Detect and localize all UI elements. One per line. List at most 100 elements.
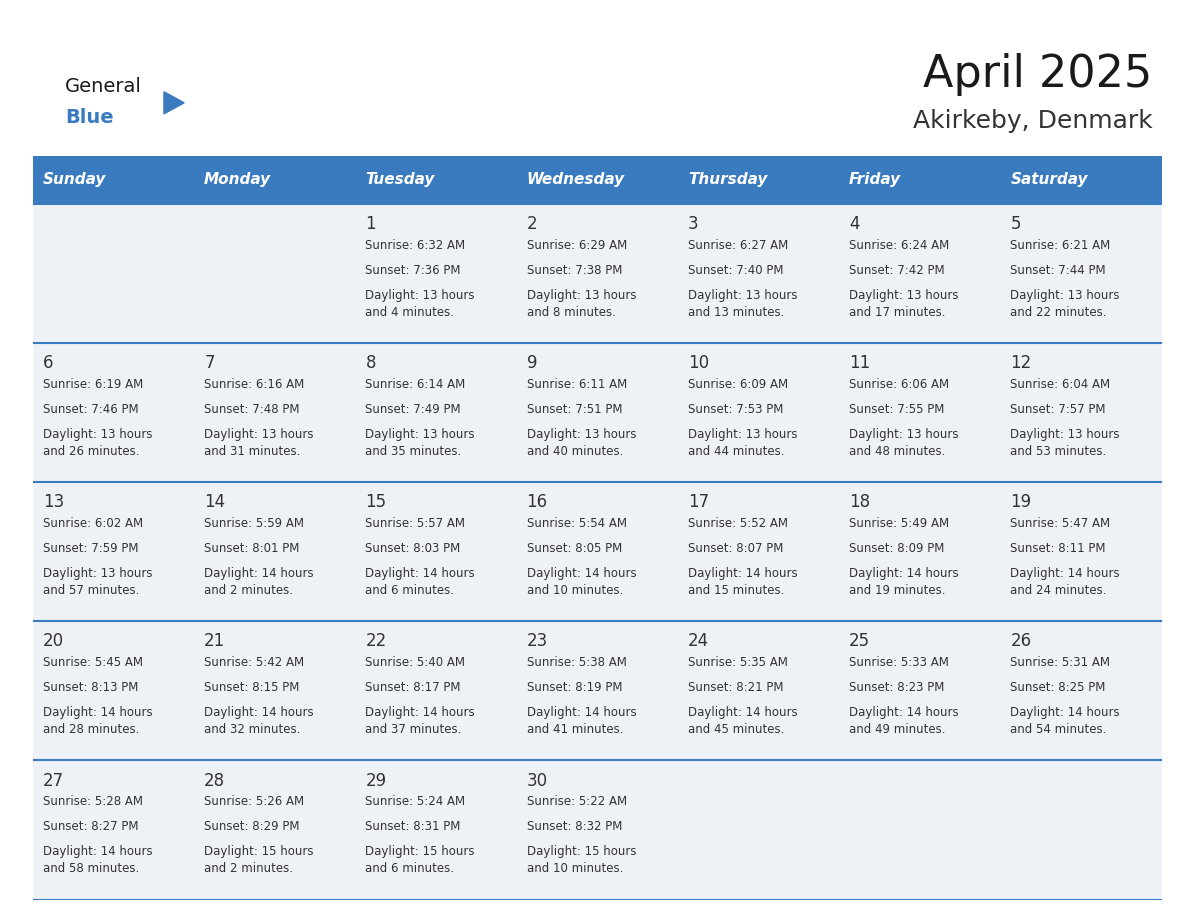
Text: Sunset: 7:44 PM: Sunset: 7:44 PM [1010,263,1106,276]
Text: Daylight: 13 hours
and 40 minutes.: Daylight: 13 hours and 40 minutes. [526,428,636,458]
Bar [678,343,840,482]
Bar [355,482,517,621]
Text: Sunset: 8:11 PM: Sunset: 8:11 PM [1010,542,1106,555]
Text: Sunset: 8:15 PM: Sunset: 8:15 PM [204,681,299,694]
Text: Daylight: 14 hours
and 32 minutes.: Daylight: 14 hours and 32 minutes. [204,706,314,736]
Text: Akirkeby, Denmark: Akirkeby, Denmark [912,109,1152,133]
Text: 21: 21 [204,633,226,651]
Text: Sunrise: 6:29 AM: Sunrise: 6:29 AM [526,239,627,252]
Text: Sunday: Sunday [43,173,106,187]
Bar [678,156,840,204]
Bar [33,343,195,482]
Text: Sunrise: 6:09 AM: Sunrise: 6:09 AM [688,378,788,391]
Bar [1000,621,1162,760]
Bar [355,621,517,760]
Bar [840,621,1000,760]
Text: Sunrise: 5:26 AM: Sunrise: 5:26 AM [204,795,304,808]
Text: Daylight: 13 hours
and 35 minutes.: Daylight: 13 hours and 35 minutes. [366,428,475,458]
Text: Sunrise: 5:38 AM: Sunrise: 5:38 AM [526,656,626,669]
Text: 2: 2 [526,215,537,233]
Text: Daylight: 15 hours
and 2 minutes.: Daylight: 15 hours and 2 minutes. [204,845,314,876]
Text: Sunset: 8:17 PM: Sunset: 8:17 PM [366,681,461,694]
Text: Sunset: 8:01 PM: Sunset: 8:01 PM [204,542,299,555]
Bar [678,621,840,760]
Text: Sunrise: 6:02 AM: Sunrise: 6:02 AM [43,517,143,530]
Text: Sunset: 8:29 PM: Sunset: 8:29 PM [204,821,299,834]
Bar [1000,204,1162,343]
Text: Sunset: 8:03 PM: Sunset: 8:03 PM [366,542,461,555]
Text: Daylight: 14 hours
and 6 minutes.: Daylight: 14 hours and 6 minutes. [366,567,475,597]
Bar [195,482,355,621]
Bar [355,156,517,204]
Text: Sunrise: 5:24 AM: Sunrise: 5:24 AM [366,795,466,808]
Text: Sunrise: 6:06 AM: Sunrise: 6:06 AM [849,378,949,391]
Bar [840,156,1000,204]
Bar [33,621,195,760]
Text: 19: 19 [1010,493,1031,511]
Text: 25: 25 [849,633,870,651]
Text: Daylight: 13 hours
and 31 minutes.: Daylight: 13 hours and 31 minutes. [204,428,314,458]
Text: April 2025: April 2025 [923,53,1152,96]
Bar [840,204,1000,343]
Text: 24: 24 [688,633,709,651]
Text: Sunrise: 5:47 AM: Sunrise: 5:47 AM [1010,517,1111,530]
Text: 29: 29 [366,772,386,789]
Text: Sunset: 8:25 PM: Sunset: 8:25 PM [1010,681,1106,694]
Bar [1000,156,1162,204]
Text: General: General [65,77,143,96]
Text: Daylight: 13 hours
and 48 minutes.: Daylight: 13 hours and 48 minutes. [849,428,959,458]
Bar [517,621,678,760]
Text: Sunset: 7:38 PM: Sunset: 7:38 PM [526,263,623,276]
Text: Daylight: 14 hours
and 2 minutes.: Daylight: 14 hours and 2 minutes. [204,567,314,597]
Bar [1000,482,1162,621]
Bar [517,482,678,621]
Text: Sunset: 7:59 PM: Sunset: 7:59 PM [43,542,139,555]
Text: Daylight: 14 hours
and 58 minutes.: Daylight: 14 hours and 58 minutes. [43,845,152,876]
Text: Sunset: 7:36 PM: Sunset: 7:36 PM [366,263,461,276]
Text: Sunrise: 6:19 AM: Sunrise: 6:19 AM [43,378,144,391]
Bar [678,482,840,621]
Text: 8: 8 [366,354,375,372]
Text: Sunset: 7:49 PM: Sunset: 7:49 PM [366,403,461,416]
Text: Sunrise: 5:35 AM: Sunrise: 5:35 AM [688,656,788,669]
Text: 30: 30 [526,772,548,789]
Text: Sunset: 8:07 PM: Sunset: 8:07 PM [688,542,783,555]
Text: Daylight: 13 hours
and 4 minutes.: Daylight: 13 hours and 4 minutes. [366,288,475,319]
Text: Sunset: 7:46 PM: Sunset: 7:46 PM [43,403,139,416]
Text: 6: 6 [43,354,53,372]
Text: 28: 28 [204,772,226,789]
Text: Sunrise: 5:49 AM: Sunrise: 5:49 AM [849,517,949,530]
Bar [840,760,1000,900]
Text: 10: 10 [688,354,709,372]
Text: Tuesday: Tuesday [366,173,435,187]
Text: Daylight: 14 hours
and 37 minutes.: Daylight: 14 hours and 37 minutes. [366,706,475,736]
Text: Sunset: 7:40 PM: Sunset: 7:40 PM [688,263,783,276]
Bar [1000,343,1162,482]
Text: Daylight: 13 hours
and 8 minutes.: Daylight: 13 hours and 8 minutes. [526,288,636,319]
Text: 16: 16 [526,493,548,511]
Text: 17: 17 [688,493,709,511]
Bar [355,760,517,900]
Text: Thursday: Thursday [688,173,767,187]
Bar [195,204,355,343]
Text: 9: 9 [526,354,537,372]
Text: Daylight: 13 hours
and 22 minutes.: Daylight: 13 hours and 22 minutes. [1010,288,1120,319]
Text: Monday: Monday [204,173,271,187]
Text: Sunset: 8:19 PM: Sunset: 8:19 PM [526,681,623,694]
Text: Sunrise: 6:27 AM: Sunrise: 6:27 AM [688,239,788,252]
Text: Sunset: 8:32 PM: Sunset: 8:32 PM [526,821,623,834]
Text: Daylight: 14 hours
and 15 minutes.: Daylight: 14 hours and 15 minutes. [688,567,797,597]
Bar [195,156,355,204]
Text: Daylight: 14 hours
and 45 minutes.: Daylight: 14 hours and 45 minutes. [688,706,797,736]
Bar [678,204,840,343]
Text: 12: 12 [1010,354,1031,372]
Text: 20: 20 [43,633,64,651]
Bar [678,760,840,900]
Text: Daylight: 14 hours
and 28 minutes.: Daylight: 14 hours and 28 minutes. [43,706,152,736]
Bar [517,760,678,900]
Text: 22: 22 [366,633,386,651]
Text: Daylight: 13 hours
and 53 minutes.: Daylight: 13 hours and 53 minutes. [1010,428,1120,458]
Text: Daylight: 14 hours
and 24 minutes.: Daylight: 14 hours and 24 minutes. [1010,567,1120,597]
Bar [355,343,517,482]
Text: Daylight: 13 hours
and 44 minutes.: Daylight: 13 hours and 44 minutes. [688,428,797,458]
